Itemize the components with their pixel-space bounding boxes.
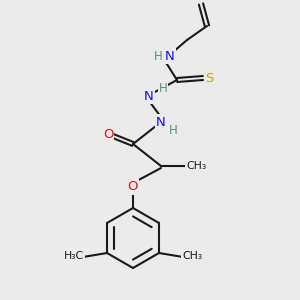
Text: H: H xyxy=(154,50,162,62)
Text: O: O xyxy=(128,181,138,194)
Text: H: H xyxy=(159,82,167,94)
Text: N: N xyxy=(165,50,175,62)
Text: CH₃: CH₃ xyxy=(182,251,202,261)
Text: H₃C: H₃C xyxy=(64,251,84,261)
Text: O: O xyxy=(103,128,113,140)
Text: H: H xyxy=(169,124,177,136)
Text: N: N xyxy=(144,89,154,103)
Text: S: S xyxy=(205,71,213,85)
Text: N: N xyxy=(156,116,166,128)
Text: CH₃: CH₃ xyxy=(186,161,206,171)
